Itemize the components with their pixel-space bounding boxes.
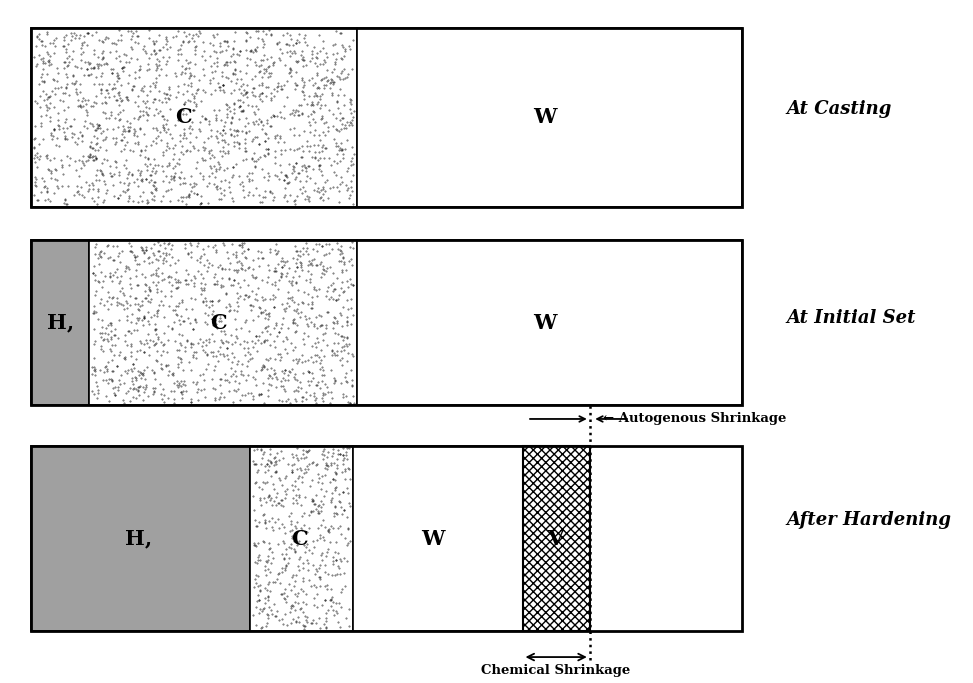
Text: V: V: [548, 529, 563, 548]
Text: At Casting: At Casting: [786, 100, 891, 117]
Text: C: C: [291, 529, 307, 548]
Bar: [31, 240, 741, 406]
Text: ← Autogenous Shrinkage: ← Autogenous Shrinkage: [603, 413, 786, 426]
Bar: [31, 446, 250, 631]
Bar: [357, 240, 741, 406]
Bar: [90, 240, 357, 406]
Text: H,: H,: [125, 529, 152, 548]
Bar: [31, 240, 90, 406]
Text: After Hardening: After Hardening: [786, 511, 952, 529]
Text: H,: H,: [47, 313, 74, 333]
Text: W: W: [421, 529, 445, 548]
Bar: [31, 28, 741, 206]
Bar: [250, 446, 353, 631]
Text: C: C: [174, 107, 192, 127]
Text: C: C: [210, 313, 227, 333]
Bar: [357, 28, 741, 206]
Text: W: W: [533, 313, 557, 333]
Text: Chemical Shrinkage: Chemical Shrinkage: [481, 664, 631, 677]
Bar: [31, 28, 357, 206]
Bar: [523, 446, 590, 631]
Bar: [353, 446, 523, 631]
Text: W: W: [533, 107, 557, 127]
Bar: [31, 446, 741, 631]
Text: At Initial Set: At Initial Set: [786, 309, 916, 326]
